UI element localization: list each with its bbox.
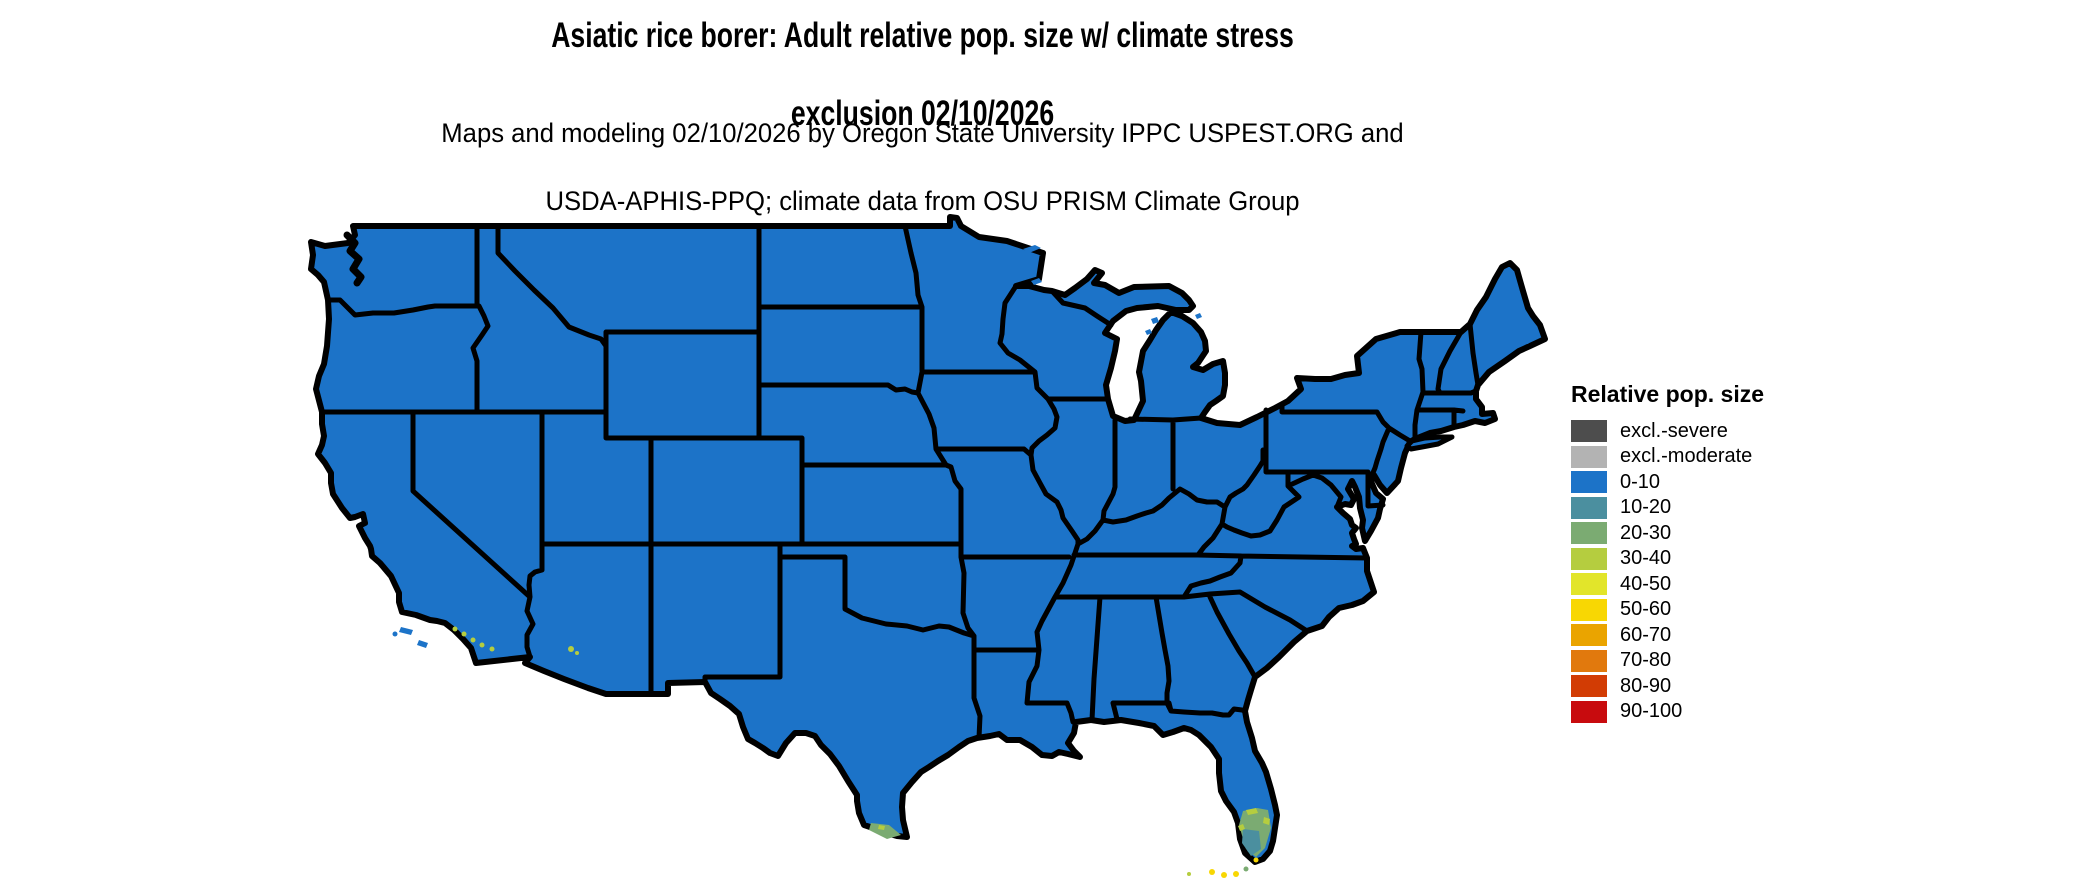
- subtitle-block: Maps and modeling 02/10/2026 by Oregon S…: [46, 116, 1799, 218]
- legend-swatch: [1571, 624, 1607, 646]
- legend-item-excl.-severe: excl.-severe: [1571, 420, 1764, 442]
- legend-label: 50-60: [1620, 598, 1672, 620]
- legend-swatch: [1571, 649, 1607, 672]
- legend-label: 70-80: [1620, 649, 1672, 671]
- legend-label: excl.-moderate: [1620, 445, 1753, 467]
- legend-label: excl.-severe: [1620, 419, 1728, 442]
- legend-title: Relative pop. size: [1571, 381, 1765, 407]
- legend-label: 80-90: [1620, 674, 1672, 697]
- legend-item-20-30: 20-30: [1571, 522, 1764, 544]
- puget-sound-inlets: [343, 231, 365, 287]
- hotspot-florida-keys: [1187, 857, 1259, 878]
- legend-swatch: [1571, 445, 1607, 468]
- legend-label: 30-40: [1620, 547, 1672, 569]
- title-block: Asiatic rice borer: Adult relative pop. …: [221, 16, 1623, 133]
- population-hotspots: [452, 626, 1271, 878]
- legend-swatch: [1571, 471, 1607, 493]
- map-title: Asiatic rice borer: Adult relative pop. …: [221, 16, 1623, 133]
- legend-item-excl.-moderate: excl.-moderate: [1571, 445, 1764, 468]
- legend-label: 90-100: [1620, 700, 1683, 722]
- legend-label: 20-30: [1620, 521, 1672, 544]
- legend-swatch: [1571, 496, 1607, 519]
- legend-swatch: [1571, 420, 1607, 442]
- legend-item-50-60: 50-60: [1571, 598, 1764, 621]
- legend-label: 10-20: [1620, 496, 1672, 518]
- legend-item-10-20: 10-20: [1571, 496, 1764, 519]
- legend-swatch: [1571, 700, 1607, 723]
- legend-swatch: [1571, 522, 1607, 544]
- map-title-line2: exclusion 02/10/2026: [790, 94, 1055, 133]
- state-borders: [319, 223, 1481, 741]
- hotspot-central-arizona: [568, 646, 579, 655]
- legend-swatch: [1571, 675, 1607, 697]
- legend-swatch: [1571, 547, 1607, 570]
- legend-item-70-80: 70-80: [1571, 649, 1764, 672]
- legend-item-80-90: 80-90: [1571, 675, 1764, 697]
- us-map-svg: [308, 214, 1548, 878]
- legend-item-40-50: 40-50: [1571, 573, 1764, 595]
- legend-items: excl.-severe excl.-moderate 0-10 10-20 20-30…: [1571, 420, 1764, 723]
- legend-swatch: [1571, 573, 1607, 595]
- us-landmass: [308, 214, 1548, 865]
- hotspot-southern-california: [452, 626, 495, 652]
- legend-swatch: [1571, 598, 1607, 621]
- islands: [392, 245, 1538, 648]
- legend-item-30-40: 30-40: [1571, 547, 1764, 570]
- hotspot-south-texas: [869, 823, 901, 839]
- map-title-line1: Asiatic rice borer: Adult relative pop. …: [551, 16, 1294, 55]
- legend-label: 0-10: [1620, 470, 1661, 493]
- legend-item-60-70: 60-70: [1571, 624, 1764, 646]
- us-map: [305, 213, 1561, 885]
- legend-label: 60-70: [1620, 623, 1672, 646]
- map-subtitle: Maps and modeling 02/10/2026 by Oregon S…: [46, 116, 1799, 218]
- legend-label: 40-50: [1620, 572, 1672, 595]
- map-subtitle-line2: USDA-APHIS-PPQ; climate data from OSU PR…: [545, 186, 1300, 216]
- legend: Relative pop. size excl.-severe excl.-mod…: [1571, 381, 1764, 726]
- map-subtitle-line1: Maps and modeling 02/10/2026 by Oregon S…: [441, 118, 1404, 148]
- legend-item-0-10: 0-10: [1571, 471, 1764, 493]
- long-island: [1404, 434, 1455, 452]
- legend-item-90-100: 90-100: [1571, 700, 1764, 723]
